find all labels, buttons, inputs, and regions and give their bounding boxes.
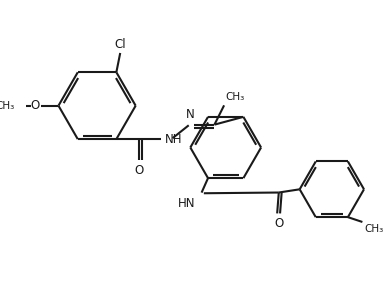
Text: CH₃: CH₃ bbox=[364, 224, 383, 234]
Text: O: O bbox=[134, 164, 143, 177]
Text: O: O bbox=[30, 99, 39, 112]
Text: N: N bbox=[186, 109, 195, 122]
Text: CH₃: CH₃ bbox=[0, 101, 15, 111]
Text: HN: HN bbox=[178, 197, 195, 210]
Text: CH₃: CH₃ bbox=[226, 92, 245, 102]
Text: Cl: Cl bbox=[115, 38, 126, 51]
Text: NH: NH bbox=[165, 133, 182, 146]
Text: O: O bbox=[274, 217, 283, 230]
